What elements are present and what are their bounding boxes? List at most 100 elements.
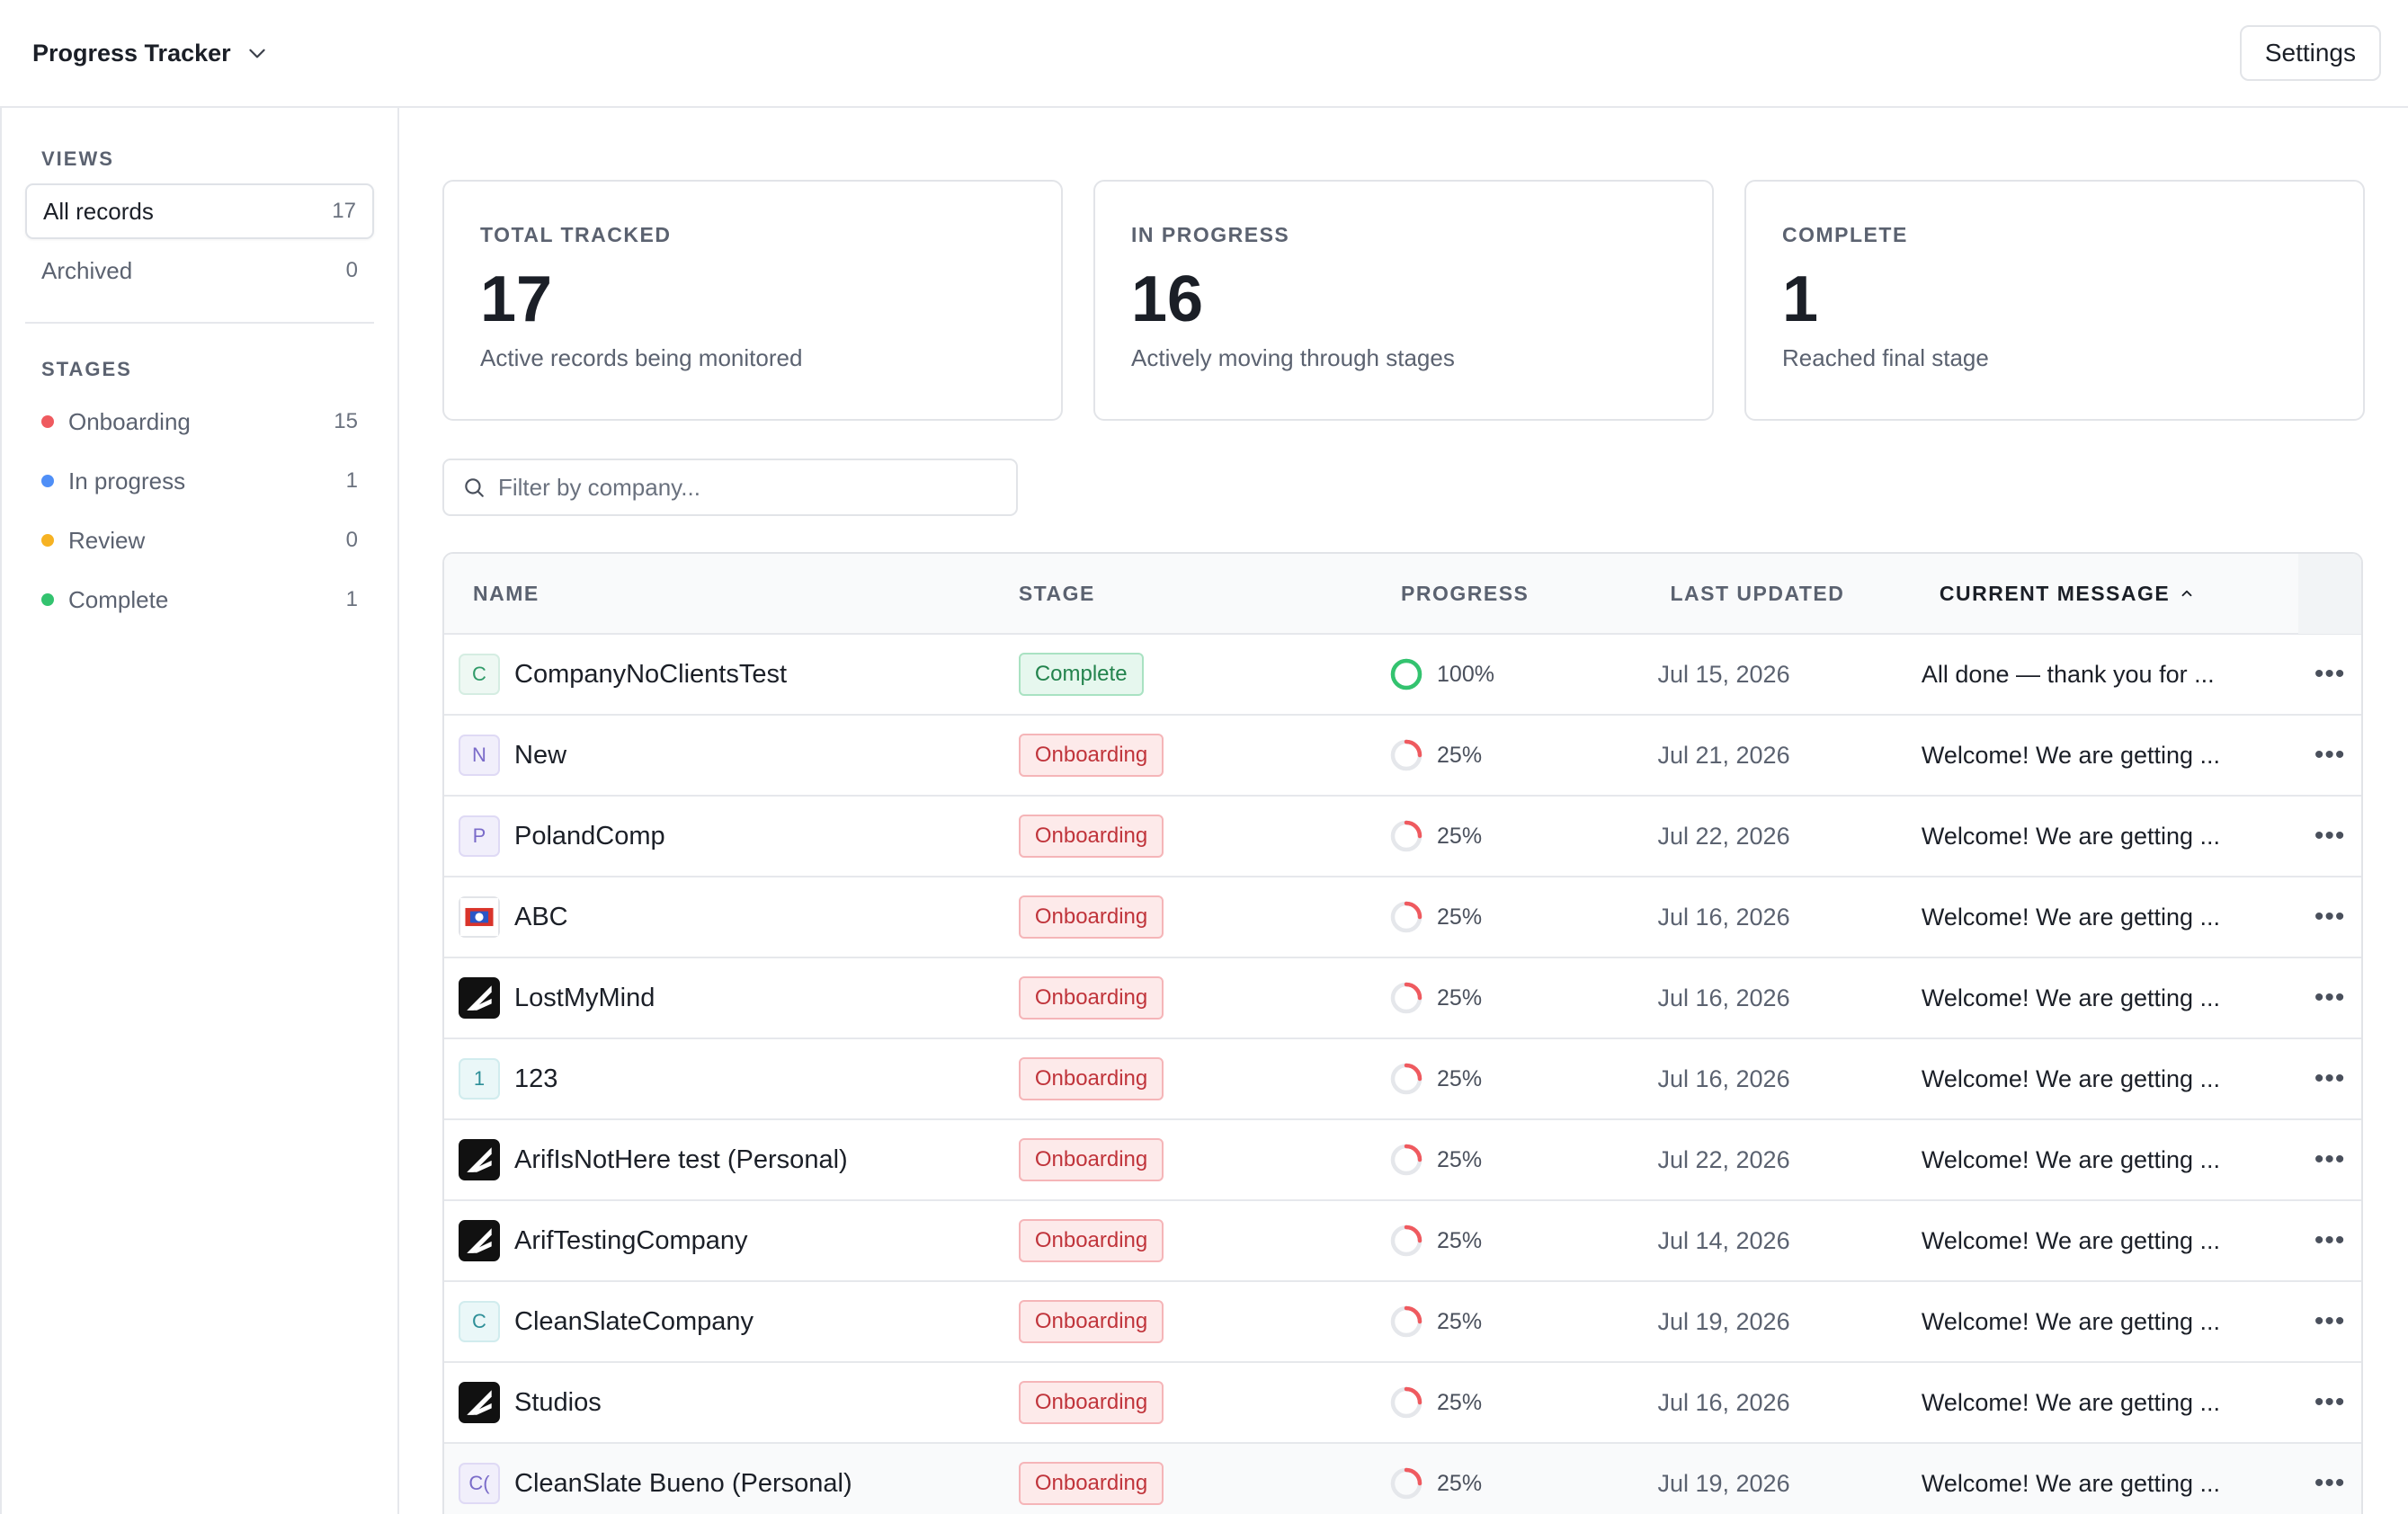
table-row[interactable]: N New Onboarding 25% Jul 21, 2026 Welcome! We…: [444, 716, 2361, 797]
cell-name: N New: [444, 735, 1019, 776]
table-row[interactable]: P PolandComp Onboarding 25% Jul 22, 2026 Welc…: [444, 797, 2361, 877]
sidebar-item-count: 15: [334, 409, 358, 433]
sidebar-item-all-records[interactable]: All records 17: [25, 183, 374, 239]
sidebar-item-archived[interactable]: Archived 0: [25, 243, 374, 298]
stage-dot-icon: [41, 534, 54, 547]
sidebar-item-stage-complete[interactable]: Complete 1: [25, 572, 374, 628]
last-updated-date: Jul 19, 2026: [1657, 1469, 1790, 1497]
progress-ring-icon: [1388, 737, 1424, 773]
card-value: 16: [1131, 263, 1204, 335]
company-avatar: [459, 1220, 500, 1261]
records-table: NAME STAGE PROGRESS LAST UPDATED CURRENT…: [442, 552, 2363, 1514]
company-name[interactable]: ArifTestingCompany: [514, 1225, 748, 1255]
column-header-name[interactable]: NAME: [473, 581, 540, 605]
company-avatar: P: [459, 815, 500, 857]
cell-current-message: Welcome! We are getting ...: [1922, 904, 2298, 931]
current-message: Welcome! We are getting ...: [1921, 1145, 2221, 1173]
cell-actions: •••: [2298, 1306, 2361, 1337]
more-horizontal-icon[interactable]: •••: [2314, 821, 2346, 851]
progress-ring-icon: [1388, 1142, 1424, 1178]
summary-card-in-progress: IN PROGRESS 16 Actively moving through s…: [1093, 180, 1714, 421]
more-horizontal-icon[interactable]: •••: [2314, 983, 2346, 1012]
more-horizontal-icon[interactable]: •••: [2314, 1387, 2346, 1417]
cell-stage: Onboarding: [1018, 1057, 1401, 1100]
column-header-stage[interactable]: STAGE: [1018, 581, 1095, 605]
company-avatar: [459, 1382, 500, 1423]
current-message: Welcome! We are getting ...: [1921, 1469, 2221, 1497]
more-horizontal-icon[interactable]: •••: [2314, 1306, 2346, 1336]
sidebar-item-stage-review[interactable]: Review 0: [25, 512, 374, 568]
progress-indicator: 100%: [1388, 656, 1670, 692]
progress-indicator: 25%: [1388, 1061, 1670, 1097]
cell-stage: Complete: [1018, 653, 1401, 696]
table-row[interactable]: 1 123 Onboarding 25% Jul 16, 2026 Welcome! We…: [444, 1039, 2361, 1120]
progress-ring-icon: [1388, 1061, 1424, 1097]
company-name[interactable]: CleanSlate Bueno (Personal): [514, 1468, 852, 1498]
app-switcher[interactable]: Progress Tracker: [32, 40, 269, 67]
stage-dot-icon: [41, 593, 54, 606]
table-row[interactable]: ABC Onboarding 25% Jul 16, 2026 Welcome! We …: [444, 877, 2361, 958]
card-value: 17: [480, 263, 553, 335]
cell-name: ArifIsNotHere test (Personal): [444, 1139, 1019, 1180]
cell-actions: •••: [2298, 1064, 2361, 1094]
search-icon: [462, 476, 486, 499]
filter-input[interactable]: [498, 473, 998, 502]
column-header-last-updated[interactable]: LAST UPDATED: [1670, 581, 1845, 605]
progress-ring-icon: [1388, 1385, 1424, 1420]
more-horizontal-icon[interactable]: •••: [2314, 1144, 2346, 1174]
more-horizontal-icon[interactable]: •••: [2314, 659, 2346, 689]
last-updated-date: Jul 16, 2026: [1657, 1064, 1790, 1092]
app-title: Progress Tracker: [32, 39, 231, 67]
cell-last-updated: Jul 19, 2026: [1657, 1308, 1939, 1336]
company-name[interactable]: LostMyMind: [514, 983, 656, 1012]
sidebar-item-left: In progress: [41, 468, 185, 495]
cell-name: Studios: [444, 1382, 1019, 1423]
sidebar-item-stage-in-progress[interactable]: In progress 1: [25, 453, 374, 509]
current-message: Welcome! We are getting ...: [1921, 822, 2221, 850]
last-updated-date: Jul 22, 2026: [1657, 1145, 1790, 1173]
company-name[interactable]: New: [514, 740, 567, 770]
column-header-current-message[interactable]: CURRENT MESSAGE: [1940, 582, 2298, 606]
progress-indicator: 25%: [1388, 899, 1670, 935]
table-row[interactable]: LostMyMind Onboarding 25% Jul 16, 2026 Welco…: [444, 958, 2361, 1039]
more-horizontal-icon[interactable]: •••: [2314, 740, 2346, 770]
company-name[interactable]: Studios: [514, 1387, 602, 1417]
cell-last-updated: Jul 22, 2026: [1657, 823, 1939, 851]
cell-current-message: Welcome! We are getting ...: [1922, 823, 2298, 851]
company-name[interactable]: CleanSlateCompany: [514, 1306, 754, 1336]
card-value: 1: [1782, 263, 1819, 335]
progress-percent: 25%: [1437, 1470, 1483, 1496]
sidebar-item-label: Archived: [41, 256, 133, 284]
table-row[interactable]: ArifTestingCompany Onboarding 25% Jul 14, 2…: [444, 1201, 2361, 1282]
table-row[interactable]: Studios Onboarding 25% Jul 16, 2026 Welcome!…: [444, 1363, 2361, 1444]
company-name[interactable]: ABC: [514, 902, 568, 931]
avatar-initials: C: [472, 1310, 486, 1332]
more-horizontal-icon[interactable]: •••: [2314, 1064, 2346, 1093]
more-horizontal-icon[interactable]: •••: [2314, 902, 2346, 931]
views-heading: VIEWS: [41, 147, 114, 170]
company-name[interactable]: CompanyNoClientsTest: [514, 659, 788, 689]
progress-indicator: 25%: [1388, 1385, 1670, 1420]
company-name[interactable]: 123: [514, 1064, 558, 1093]
stage-badge: Complete: [1018, 653, 1144, 696]
sidebar-item-left: Review: [41, 527, 145, 555]
table-row[interactable]: C CompanyNoClientsTest Complete 100% Jul 15,…: [444, 635, 2361, 716]
avatar-initials: 1: [473, 1067, 486, 1090]
company-name[interactable]: ArifIsNotHere test (Personal): [514, 1144, 848, 1174]
settings-button[interactable]: Settings: [2239, 25, 2381, 81]
more-horizontal-icon[interactable]: •••: [2314, 1468, 2346, 1498]
table-row[interactable]: C CleanSlateCompany Onboarding 25% Jul 19, 2…: [444, 1282, 2361, 1363]
company-avatar: C(: [459, 1463, 500, 1504]
card-label: IN PROGRESS: [1131, 223, 1290, 246]
sidebar-item-left: Onboarding: [41, 408, 191, 436]
cell-progress: 25%: [1390, 980, 1670, 1016]
more-horizontal-icon[interactable]: •••: [2314, 1225, 2346, 1255]
column-header-progress[interactable]: PROGRESS: [1401, 581, 1530, 605]
cell-last-updated: Jul 22, 2026: [1657, 1146, 1939, 1174]
progress-percent: 25%: [1437, 1308, 1483, 1334]
table-row[interactable]: C(CleanSlate Bueno (Personal) Onboarding 2…: [444, 1444, 2361, 1514]
sidebar-item-stage-onboarding[interactable]: Onboarding 15: [25, 394, 374, 450]
company-name[interactable]: PolandComp: [514, 821, 665, 851]
progress-percent: 25%: [1437, 742, 1483, 768]
table-row[interactable]: ArifIsNotHere test (Personal) Onboarding 2…: [444, 1120, 2361, 1201]
